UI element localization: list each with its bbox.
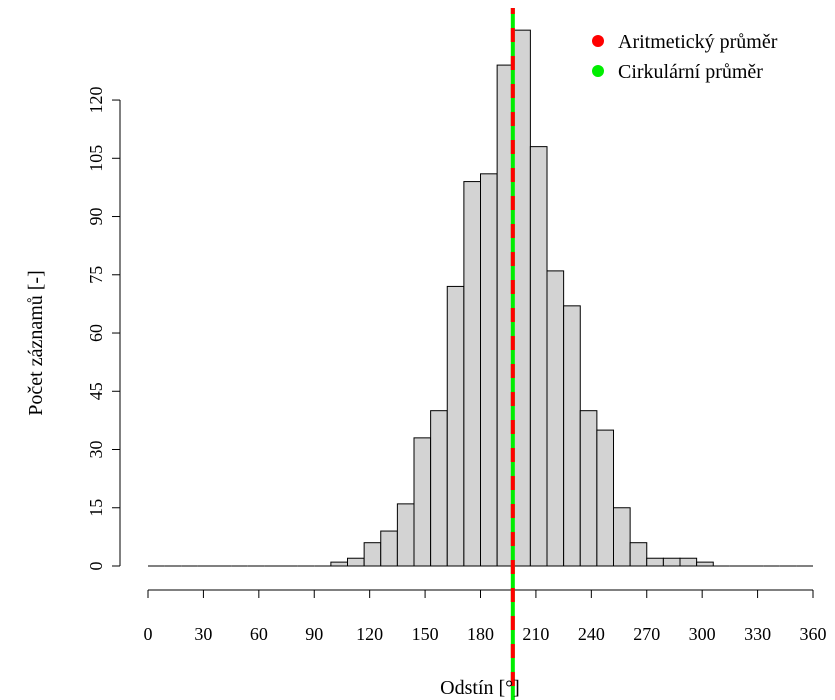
legend-label: Cirkulární průměr (618, 61, 763, 83)
legend-marker (592, 35, 604, 47)
histogram-bar (463, 181, 482, 567)
x-tick-label: 150 (412, 624, 439, 644)
y-tick-label: 120 (86, 87, 106, 114)
y-tick-label: 105 (86, 145, 106, 172)
histogram-bars (148, 29, 813, 567)
histogram-bar (579, 410, 598, 567)
histogram-bar (596, 429, 615, 567)
y-tick-label: 0 (86, 562, 106, 571)
y-tick-label: 15 (86, 499, 106, 517)
histogram-bar (546, 270, 565, 567)
x-tick-label: 180 (467, 624, 494, 644)
x-tick-label: 60 (250, 624, 268, 644)
histogram-bar (529, 146, 548, 567)
y-tick-label: 60 (86, 324, 106, 342)
histogram-bar (363, 542, 382, 567)
y-tick-label: 90 (86, 208, 106, 226)
x-tick-label: 210 (522, 624, 549, 644)
legend: Aritmetický průměr Cirkulární průměr (592, 31, 778, 83)
histogram-bar (563, 305, 581, 567)
x-tick-label: 300 (689, 624, 716, 644)
histogram-bar (696, 561, 714, 567)
histogram-bar (446, 285, 465, 567)
y-axis-title: Počet záznamů [-] (25, 270, 47, 415)
x-tick-label: 30 (194, 624, 212, 644)
histogram-bar (662, 557, 681, 567)
legend-label: Aritmetický průměr (618, 31, 778, 53)
x-tick-label: 120 (356, 624, 383, 644)
legend-marker (592, 65, 604, 77)
histogram-bar (430, 410, 448, 567)
histogram-bar (413, 437, 432, 567)
histogram-bar (396, 503, 415, 567)
x-tick-label: 90 (305, 624, 323, 644)
x-tick-label: 360 (800, 624, 827, 644)
histogram-bar (646, 557, 664, 567)
y-tick-label: 45 (86, 382, 106, 400)
y-tick-label: 30 (86, 441, 106, 459)
histogram-bar (480, 173, 498, 567)
y-tick-label: 75 (86, 266, 106, 284)
histogram-bar (513, 29, 531, 567)
histogram-bar (679, 557, 698, 567)
histogram-bar (613, 507, 631, 567)
x-tick-label: 330 (744, 624, 771, 644)
histogram-bar (380, 530, 398, 567)
histogram-bar (330, 561, 349, 567)
x-axis-title: Odstín [°] (440, 677, 520, 699)
x-axis: 0 30 60 90 120 150 180 210 240 270 300 330 360 (144, 589, 827, 644)
histogram-bar (629, 542, 648, 567)
y-axis: 0 15 30 45 60 75 90 105 120 (86, 87, 121, 571)
x-tick-label: 0 (144, 624, 153, 644)
x-tick-label: 240 (578, 624, 605, 644)
histogram-bar (347, 557, 365, 567)
x-tick-label: 270 (633, 624, 660, 644)
